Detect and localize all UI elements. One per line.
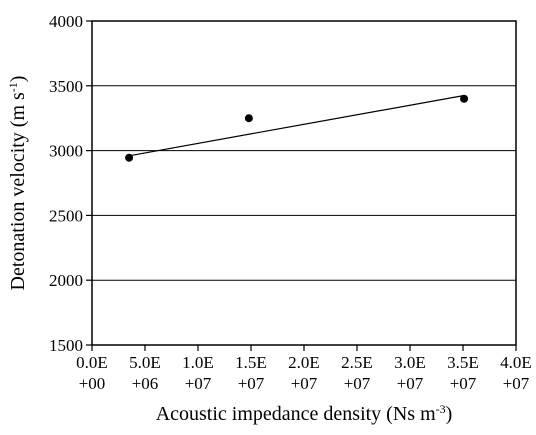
trendline-group <box>128 94 465 157</box>
x-tick-label-6-line2: +07 <box>397 374 424 393</box>
x-tick-label-4-line1: 2.0E <box>288 353 320 372</box>
x-tick-label-2-line2: +07 <box>185 374 212 393</box>
y-tick-label-3500: 3500 <box>49 77 83 96</box>
plot-area-frame <box>91 20 517 346</box>
y-axis-title: Detonation velocity (m s-1) <box>6 76 29 291</box>
x-tick-label-3-line2: +07 <box>238 374 265 393</box>
x-tick-label-7-line1: 3.5E <box>447 353 479 372</box>
y-tick-label-2000: 2000 <box>49 271 83 290</box>
x-tick-label-5-line2: +07 <box>344 374 371 393</box>
x-tick-label-4-line2: +07 <box>291 374 318 393</box>
x-tick-label-1-line1: 5.0E <box>129 353 161 372</box>
x-tick-label-3-line1: 1.5E <box>235 353 267 372</box>
x-tick-label-1-line2: +06 <box>132 374 159 393</box>
x-tick-label-8-line2: +07 <box>503 374 530 393</box>
data-point-3 <box>460 94 469 103</box>
x-tick-label-0-line2: +00 <box>79 374 106 393</box>
data-points <box>125 94 469 162</box>
y-tick-label-3000: 3000 <box>49 142 83 161</box>
y-axis-title-superscript: -1 <box>6 82 20 92</box>
data-point-1 <box>125 153 134 162</box>
x-axis-ticks: 0.0E +00 5.0E +06 1.0E +07 1.5E +07 2.0E +07 2.5E +… <box>76 345 532 393</box>
x-tick-label-0-line1: 0.0E <box>76 353 108 372</box>
x-tick-label-7-line2: +07 <box>450 374 477 393</box>
x-tick-label-2-line1: 1.0E <box>182 353 214 372</box>
y-tick-label-1500: 1500 <box>49 336 83 355</box>
x-tick-label-5-line1: 2.5E <box>341 353 373 372</box>
grid-lines <box>92 85 516 281</box>
x-axis-title: Acoustic impedance density (Ns m-3) <box>156 402 453 425</box>
x-tick-label-8-line1: 4.0E <box>500 353 532 372</box>
y-tick-label-4000: 4000 <box>49 12 83 31</box>
y-tick-label-2500: 2500 <box>49 206 83 225</box>
trendline <box>128 94 465 157</box>
y-axis-ticks: 1500 2000 2500 3000 3500 4000 <box>49 12 92 355</box>
data-point-2 <box>244 114 253 123</box>
x-tick-label-6-line1: 3.0E <box>394 353 426 372</box>
x-axis-title-superscript: -3 <box>436 402 446 416</box>
